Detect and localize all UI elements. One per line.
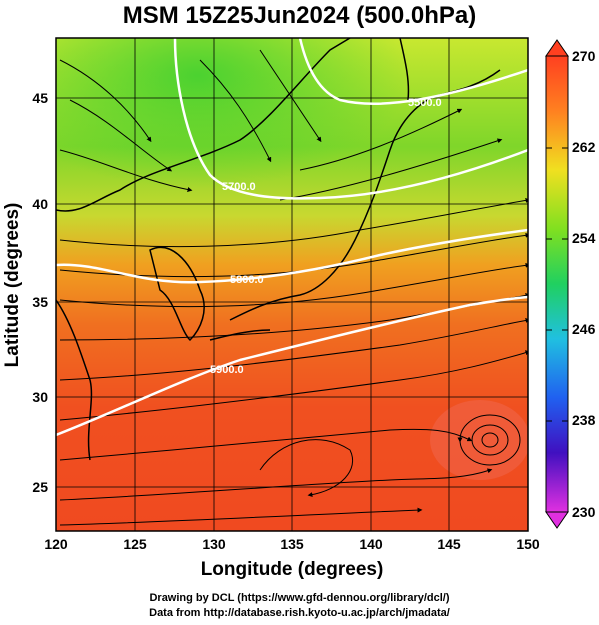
gridlines [56, 38, 528, 531]
contour-label-5500: 5500.0 [408, 97, 442, 109]
contour-label-5800: 5800.0 [230, 274, 264, 286]
colorbar-tick-label: 262 [572, 139, 596, 155]
y-tick-label: 35 [32, 294, 48, 310]
y-axis-ticks: 25 30 35 40 45 [32, 90, 48, 495]
y-tick-label: 30 [32, 389, 48, 405]
colorbar: 270 262 254 246 238 230 [545, 39, 596, 529]
x-tick-label: 120 [44, 536, 68, 552]
chart-title: MSM 15Z25Jun2024 (500.0hPa) [122, 2, 477, 29]
y-tick-label: 25 [32, 479, 48, 495]
y-axis-label: Latitude (degrees) [2, 203, 23, 368]
y-tick-label: 45 [32, 90, 48, 106]
contour-label-5900: 5900.0 [210, 364, 244, 376]
colorbar-bottom-arrow [545, 511, 569, 529]
x-tick-label: 130 [202, 536, 226, 552]
x-axis-ticks: 120 125 130 135 140 145 150 [44, 536, 540, 552]
x-tick-label: 150 [516, 536, 540, 552]
colorbar-tick-label: 238 [572, 412, 596, 428]
x-tick-label: 125 [123, 536, 147, 552]
credit-data: Data from http://database.rish.kyoto-u.a… [149, 607, 450, 619]
credit-drawing: Drawing by DCL (https://www.gfd-dennou.o… [149, 592, 450, 604]
colorbar-tick-label: 246 [572, 321, 596, 337]
plot-frame [55, 37, 529, 532]
streamlines [59, 49, 528, 526]
colorbar-top-arrow [545, 39, 569, 57]
colorbar-gradient [545, 55, 569, 513]
colorbar-tick-label: 230 [572, 504, 596, 520]
x-tick-label: 145 [437, 536, 461, 552]
colorbar-tick-label: 254 [572, 230, 596, 246]
x-axis-label: Longitude (degrees) [201, 559, 384, 580]
contour-label-5700: 5700.0 [222, 181, 256, 193]
colorbar-tick-label: 270 [572, 48, 596, 64]
x-tick-label: 135 [280, 536, 304, 552]
x-tick-label: 140 [359, 536, 383, 552]
height-contours [56, 38, 528, 437]
y-tick-label: 40 [32, 196, 48, 212]
